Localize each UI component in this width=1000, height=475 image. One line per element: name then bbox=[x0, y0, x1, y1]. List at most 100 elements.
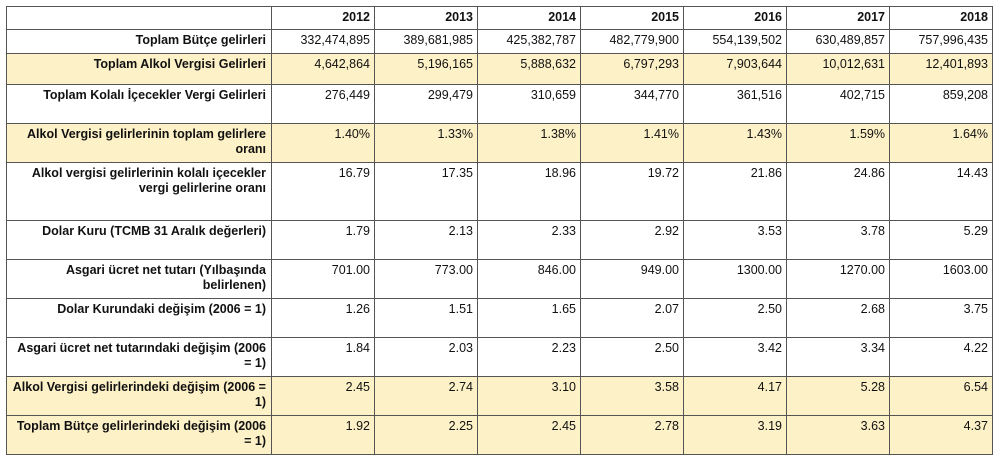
data-table-container: 2012 2013 2014 2015 2016 2017 2018 Topla… bbox=[6, 6, 993, 455]
value-cell: 482,779,900 bbox=[580, 29, 684, 54]
table-row: Dolar Kurundaki değişim (2006 = 1) 1.26 1.… bbox=[6, 298, 993, 338]
value-cell: 12,401,893 bbox=[889, 53, 993, 85]
year-header: 2016 bbox=[683, 6, 787, 30]
value-cell: 3.42 bbox=[683, 337, 787, 377]
value-cell: 1.79 bbox=[271, 220, 375, 260]
value-cell: 299,479 bbox=[374, 84, 478, 124]
value-cell: 4,642,864 bbox=[271, 53, 375, 85]
value-cell: 1.40% bbox=[271, 123, 375, 163]
year-header: 2013 bbox=[374, 6, 478, 30]
value-cell: 7,903,644 bbox=[683, 53, 787, 85]
value-cell: 344,770 bbox=[580, 84, 684, 124]
value-cell: 332,474,895 bbox=[271, 29, 375, 54]
row-label: Asgari ücret net tutarındaki değişim (20… bbox=[6, 337, 272, 377]
year-header: 2012 bbox=[271, 6, 375, 30]
value-cell: 3.58 bbox=[580, 376, 684, 416]
value-cell: 2.45 bbox=[271, 376, 375, 416]
value-cell: 757,996,435 bbox=[889, 29, 993, 54]
row-label: Toplam Kolalı İçecekler Vergi Gelirleri bbox=[6, 84, 272, 124]
value-cell: 16.79 bbox=[271, 162, 375, 221]
value-cell: 3.19 bbox=[683, 415, 787, 455]
value-cell: 1.43% bbox=[683, 123, 787, 163]
value-cell: 2.50 bbox=[683, 298, 787, 338]
row-label: Dolar Kuru (TCMB 31 Aralık değerleri) bbox=[6, 220, 272, 260]
value-cell: 773.00 bbox=[374, 259, 478, 299]
value-cell: 2.45 bbox=[477, 415, 581, 455]
value-cell: 3.34 bbox=[786, 337, 890, 377]
value-cell: 4.17 bbox=[683, 376, 787, 416]
table-row: Asgari ücret net tutarındaki değişim (20… bbox=[6, 337, 993, 377]
value-cell: 554,139,502 bbox=[683, 29, 787, 54]
value-cell: 701.00 bbox=[271, 259, 375, 299]
table-row: Toplam Kolalı İçecekler Vergi Gelirleri 2… bbox=[6, 84, 993, 124]
value-cell: 5,888,632 bbox=[477, 53, 581, 85]
row-label: Toplam Alkol Vergisi Gelirleri bbox=[6, 53, 272, 85]
value-cell: 859,208 bbox=[889, 84, 993, 124]
row-label: Asgari ücret net tutarı (Yılbaşında beli… bbox=[6, 259, 272, 299]
value-cell: 846.00 bbox=[477, 259, 581, 299]
value-cell: 310,659 bbox=[477, 84, 581, 124]
value-cell: 1300.00 bbox=[683, 259, 787, 299]
value-cell: 1.38% bbox=[477, 123, 581, 163]
value-cell: 1.26 bbox=[271, 298, 375, 338]
table-body: 2012 2013 2014 2015 2016 2017 2018 Topla… bbox=[6, 6, 993, 455]
value-cell: 1.41% bbox=[580, 123, 684, 163]
value-cell: 1.84 bbox=[271, 337, 375, 377]
value-cell: 2.23 bbox=[477, 337, 581, 377]
value-cell: 2.25 bbox=[374, 415, 478, 455]
value-cell: 402,715 bbox=[786, 84, 890, 124]
value-cell: 2.33 bbox=[477, 220, 581, 260]
row-label: Alkol Vergisi gelirlerinin toplam gelirl… bbox=[6, 123, 272, 163]
year-header: 2015 bbox=[580, 6, 684, 30]
value-cell: 6.54 bbox=[889, 376, 993, 416]
value-cell: 10,012,631 bbox=[786, 53, 890, 85]
value-cell: 6,797,293 bbox=[580, 53, 684, 85]
value-cell: 2.68 bbox=[786, 298, 890, 338]
value-cell: 5.29 bbox=[889, 220, 993, 260]
value-cell: 361,516 bbox=[683, 84, 787, 124]
value-cell: 4.37 bbox=[889, 415, 993, 455]
value-cell: 2.07 bbox=[580, 298, 684, 338]
table-row: Toplam Bütçe gelirlerindeki değişim (200… bbox=[6, 415, 993, 455]
value-cell: 2.03 bbox=[374, 337, 478, 377]
value-cell: 949.00 bbox=[580, 259, 684, 299]
year-header: 2014 bbox=[477, 6, 581, 30]
value-cell: 24.86 bbox=[786, 162, 890, 221]
value-cell: 21.86 bbox=[683, 162, 787, 221]
table-row: Alkol vergisi gelirlerinin kolalı içecek… bbox=[6, 162, 993, 221]
value-cell: 4.22 bbox=[889, 337, 993, 377]
row-label: Alkol Vergisi gelirlerindeki değişim (20… bbox=[6, 376, 272, 416]
value-cell: 425,382,787 bbox=[477, 29, 581, 54]
value-cell: 2.13 bbox=[374, 220, 478, 260]
value-cell: 2.74 bbox=[374, 376, 478, 416]
data-table: 2012 2013 2014 2015 2016 2017 2018 Topla… bbox=[6, 6, 993, 455]
value-cell: 5,196,165 bbox=[374, 53, 478, 85]
value-cell: 276,449 bbox=[271, 84, 375, 124]
value-cell: 1603.00 bbox=[889, 259, 993, 299]
value-cell: 1270.00 bbox=[786, 259, 890, 299]
value-cell: 389,681,985 bbox=[374, 29, 478, 54]
row-label: Alkol vergisi gelirlerinin kolalı içecek… bbox=[6, 162, 272, 221]
value-cell: 3.53 bbox=[683, 220, 787, 260]
table-row: Dolar Kuru (TCMB 31 Aralık değerleri) 1.7… bbox=[6, 220, 993, 260]
value-cell: 17.35 bbox=[374, 162, 478, 221]
table-row: Toplam Bütçe gelirleri 332,474,895 389,681… bbox=[6, 29, 993, 54]
value-cell: 1.59% bbox=[786, 123, 890, 163]
header-corner-cell bbox=[6, 6, 272, 30]
value-cell: 3.10 bbox=[477, 376, 581, 416]
row-label: Dolar Kurundaki değişim (2006 = 1) bbox=[6, 298, 272, 338]
value-cell: 3.63 bbox=[786, 415, 890, 455]
value-cell: 1.92 bbox=[271, 415, 375, 455]
header-row: 2012 2013 2014 2015 2016 2017 2018 bbox=[6, 6, 993, 30]
value-cell: 3.78 bbox=[786, 220, 890, 260]
value-cell: 2.78 bbox=[580, 415, 684, 455]
value-cell: 18.96 bbox=[477, 162, 581, 221]
value-cell: 1.51 bbox=[374, 298, 478, 338]
year-header: 2017 bbox=[786, 6, 890, 30]
value-cell: 19.72 bbox=[580, 162, 684, 221]
value-cell: 5.28 bbox=[786, 376, 890, 416]
value-cell: 1.64% bbox=[889, 123, 993, 163]
table-row: Asgari ücret net tutarı (Yılbaşında beli… bbox=[6, 259, 993, 299]
row-label: Toplam Bütçe gelirlerindeki değişim (200… bbox=[6, 415, 272, 455]
value-cell: 3.75 bbox=[889, 298, 993, 338]
